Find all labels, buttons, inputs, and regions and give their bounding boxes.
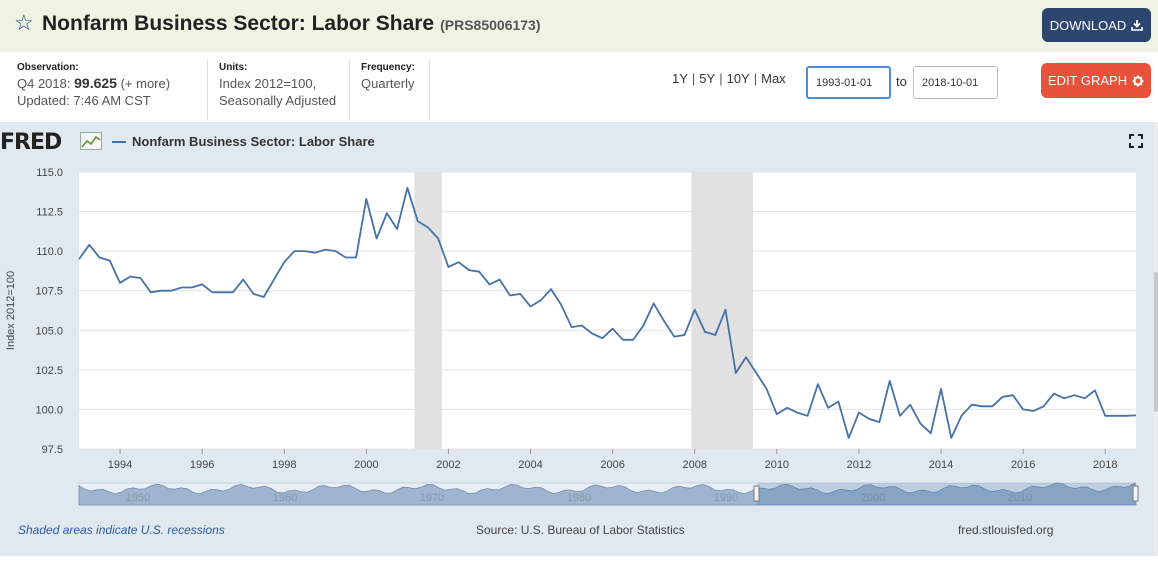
observation-label: Observation: [17, 62, 79, 73]
download-icon [1131, 20, 1144, 31]
edit-graph-button[interactable]: EDIT GRAPH [1041, 63, 1151, 98]
navigator-selection [757, 483, 1136, 505]
x-tick-label: 2012 [847, 459, 871, 471]
y-tick-label: 112.5 [36, 207, 63, 219]
range-10y-link[interactable]: 10Y [726, 71, 750, 86]
scrollbar[interactable] [1154, 122, 1158, 556]
x-tick-label: 2010 [765, 459, 789, 471]
range-links: 1Y | 5Y | 10Y | Max [672, 71, 786, 86]
y-tick-label: 107.5 [35, 286, 63, 298]
download-label: DOWNLOAD [1049, 17, 1127, 33]
navigator-label: 1970 [420, 492, 444, 504]
navigator-label: 2010 [1008, 492, 1032, 504]
divider [429, 60, 430, 120]
x-tick-label: 1996 [190, 459, 214, 471]
observation-block: Observation: Q4 2018: 99.625 (+ more) Up… [17, 62, 170, 109]
frequency-label: Frequency: [361, 62, 415, 73]
site-text: fred.stlouisfed.org [958, 523, 1054, 537]
y-tick-label: 102.5 [35, 365, 63, 377]
observation-value: 99.625 [74, 75, 117, 91]
navigator-handle-right [1132, 485, 1139, 502]
y-tick-label: 105.0 [35, 325, 63, 337]
observation-more-link[interactable]: (+ more) [120, 76, 171, 91]
series-line [78, 186, 1137, 439]
units-label: Units: [219, 62, 248, 73]
to-label: to [896, 74, 907, 89]
fred-logo: FRED [0, 130, 62, 155]
navigator-label: 1990 [714, 492, 738, 504]
legend-swatch [112, 140, 126, 143]
y-tick-label: 115.0 [36, 167, 63, 179]
start-date-input[interactable] [806, 66, 891, 99]
range-separator: | [753, 71, 758, 86]
x-tick-label: 1994 [108, 459, 132, 471]
range-5y-link[interactable]: 5Y [699, 71, 716, 86]
legend-label: Nonfarm Business Sector: Labor Share [132, 134, 375, 149]
series-title: Nonfarm Business Sector: Labor Share [42, 12, 435, 35]
chart-panel: 97.5 100.0 102.5 105.0 107.5 110.0 112.5 115.0 1… [0, 122, 1154, 556]
x-tick-label: 2000 [354, 459, 378, 471]
x-tick-label: 2006 [600, 459, 624, 471]
fred-logo-text: FRED [0, 130, 62, 155]
x-tick-label: 2014 [929, 459, 953, 471]
updated-text: Updated: 7:46 AM CST [17, 93, 151, 108]
x-tick-label: 1998 [272, 459, 296, 471]
navigator-handle-left [753, 485, 760, 502]
recession-note-link[interactable]: Shaded areas indicate U.S. recessions [18, 523, 225, 537]
scrollbar-thumb[interactable] [1154, 272, 1158, 412]
navigator-label: 1980 [567, 492, 591, 504]
x-tick-label: 2004 [518, 459, 542, 471]
line-chart: 97.5 100.0 102.5 105.0 107.5 110.0 112.5 115.0 1… [5, 167, 1139, 506]
recession-band [691, 172, 754, 449]
series-id: (PRS85006173) [440, 17, 541, 33]
range-1y-link[interactable]: 1Y [672, 71, 688, 86]
y-tick-label: 110.0 [36, 246, 63, 258]
fullscreen-icon[interactable] [1129, 134, 1143, 148]
observation-period: Q4 2018: [17, 76, 71, 91]
x-tick-label: 2016 [1011, 459, 1035, 471]
range-separator: | [691, 71, 696, 86]
edit-graph-label: EDIT GRAPH [1047, 73, 1128, 88]
range-max-link[interactable]: Max [761, 71, 786, 86]
units-line1: Index 2012=100, [219, 76, 317, 91]
recession-band [414, 172, 442, 449]
fred-graph-icon [80, 132, 102, 150]
x-tick-label: 2018 [1093, 459, 1117, 471]
y-tick-label: 97.5 [42, 444, 63, 456]
navigator-label: 1960 [273, 492, 297, 504]
frequency-block: Frequency: Quarterly [361, 62, 415, 92]
range-separator: | [719, 71, 723, 86]
star-icon[interactable]: ☆ [14, 10, 34, 35]
meta-row: Observation: Q4 2018: 99.625 (+ more) Up… [0, 52, 1158, 122]
frequency-value: Quarterly [361, 76, 415, 91]
x-tick-label: 2008 [682, 459, 706, 471]
units-block: Units: Index 2012=100, Seasonally Adjust… [219, 62, 336, 109]
gear-icon [1132, 75, 1144, 86]
navigator-label: 1950 [126, 492, 150, 504]
page-title: Nonfarm Business Sector: Labor Share (PRS… [42, 12, 541, 36]
x-tick-label: 2002 [436, 459, 460, 471]
end-date-input[interactable] [913, 66, 998, 99]
source-text: Source: U.S. Bureau of Labor Statistics [476, 523, 685, 537]
y-tick-label: 100.0 [35, 404, 63, 416]
download-button[interactable]: DOWNLOAD [1042, 8, 1151, 42]
navigator-area [78, 482, 1137, 506]
divider [207, 60, 208, 120]
header-bar: ☆ Nonfarm Business Sector: Labor Share (P… [0, 0, 1158, 52]
divider [349, 60, 350, 120]
y-axis-label: Index 2012=100 [5, 271, 17, 350]
units-line2: Seasonally Adjusted [219, 93, 337, 108]
navigator-label: 2000 [861, 492, 885, 504]
chart-legend: Nonfarm Business Sector: Labor Share [112, 134, 375, 149]
plot-background [79, 172, 1136, 449]
